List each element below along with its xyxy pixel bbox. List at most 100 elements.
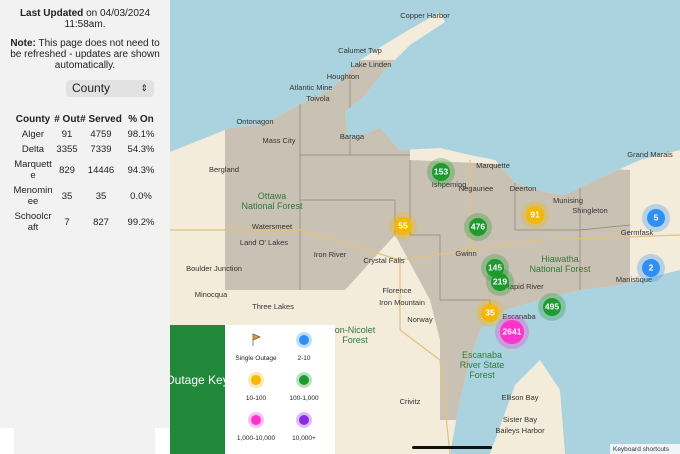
place-label: Escanaba xyxy=(502,312,536,321)
place-label: Deerton xyxy=(510,184,537,193)
legend-label: 2-10 xyxy=(297,355,310,362)
forest-label: on-Nicolet xyxy=(335,325,376,335)
table-cell: 91 xyxy=(61,129,73,140)
label: Last Updated xyxy=(19,8,84,19)
place-label: Sister Bay xyxy=(503,415,537,424)
county-select[interactable]: County ⇕ xyxy=(66,80,154,97)
cluster-marker[interactable] xyxy=(432,163,450,181)
column-header: # Served xyxy=(80,114,122,125)
cluster-count: 2 xyxy=(649,262,654,272)
cluster-marker[interactable] xyxy=(647,209,665,227)
legend-label: 10,000+ xyxy=(292,435,316,442)
note: Note: This page does not need to be refr… xyxy=(6,38,164,71)
place-label: Houghton xyxy=(327,72,360,81)
text: This page does not need to be refreshed … xyxy=(10,38,160,71)
table-cell: Alger xyxy=(21,129,45,140)
place-label: Grand Marais xyxy=(627,150,673,159)
place-label: Minocqua xyxy=(195,290,228,299)
table-cell: 827 xyxy=(93,216,109,228)
place-label: Manistique xyxy=(616,275,652,284)
legend-icon xyxy=(251,375,261,385)
table-row: Marquette 829 14446 94.3% xyxy=(12,157,160,183)
table-cell: 14446 xyxy=(87,164,115,176)
legend-label: 100-1,000 xyxy=(289,395,319,402)
place-label: Crystal Falls xyxy=(363,256,405,265)
table-cell: 829 xyxy=(59,164,75,176)
place-label: Munising xyxy=(553,196,583,205)
place-label: Atlantic Mine xyxy=(290,83,333,92)
select-text: County xyxy=(72,81,111,95)
cluster-count: 145 xyxy=(488,262,502,272)
sidebar: Last Updated on 04/03/2024 11:58am. Note… xyxy=(0,0,170,454)
legend-title: Outage Key xyxy=(170,373,229,387)
forest-label: Hiawatha xyxy=(541,254,579,264)
cluster-count: 219 xyxy=(493,276,507,286)
table-row: Schoolcraft 7 827 99.2% xyxy=(12,209,160,235)
table-row: Alger 91 4759 98.1% xyxy=(12,127,160,142)
label: Note: xyxy=(10,38,36,49)
table-cell: 98.1% xyxy=(127,129,155,140)
forest-label: National Forest xyxy=(241,201,303,211)
cluster-count: 91 xyxy=(530,209,540,219)
place-label: Baraga xyxy=(340,132,365,141)
cluster-marker[interactable] xyxy=(486,259,504,277)
legend-icon xyxy=(299,335,309,345)
last-updated: Last Updated on 04/03/2024 11:58am. xyxy=(6,8,164,30)
table-cell: 3355 xyxy=(56,144,78,155)
table-cell: Schoolcraft xyxy=(14,211,52,233)
cluster-count: 476 xyxy=(471,221,485,231)
cluster-count: 5 xyxy=(654,212,659,222)
cluster-count: 495 xyxy=(545,301,559,311)
place-label: Norway xyxy=(407,315,433,324)
column-header: County xyxy=(15,114,51,125)
legend-panel xyxy=(225,325,335,454)
table-cell: 99.2% xyxy=(127,216,155,228)
table-cell: 94.3% xyxy=(127,164,155,176)
map[interactable]: Copper Harbor Calumet Twp Lake Linden Hough… xyxy=(170,0,680,454)
place-label: Ontonagon xyxy=(236,117,273,126)
cluster-marker[interactable] xyxy=(543,298,561,316)
place-label: Bergland xyxy=(209,165,239,174)
table-cell: 54.3% xyxy=(127,144,155,155)
place-label: Ellison Bay xyxy=(501,393,538,402)
place-label: Boulder Junction xyxy=(186,264,242,273)
place-label: Crivitz xyxy=(400,397,421,406)
place-label: Shingleton xyxy=(572,206,607,215)
legend-header xyxy=(170,325,225,454)
cluster-marker[interactable] xyxy=(481,304,499,322)
legend-label: 1,000-10,000 xyxy=(237,435,276,442)
place-label: Iron Mountain xyxy=(379,298,425,307)
table-cell: 35 xyxy=(95,190,107,202)
legend-icon xyxy=(251,415,261,425)
county-table: County # Out # Served % On Alger 91 4759 98.1% D… xyxy=(12,112,160,235)
text: on 04/03/2024 11:58am. xyxy=(64,8,151,30)
legend-label: 10-100 xyxy=(246,395,267,402)
cluster-marker[interactable] xyxy=(642,259,660,277)
cluster-marker[interactable] xyxy=(469,218,487,236)
place-label: Lake Linden xyxy=(351,60,392,69)
cluster-marker[interactable] xyxy=(491,273,509,291)
cluster-marker[interactable] xyxy=(500,320,524,344)
place-label: Gwinn xyxy=(455,249,476,258)
forest-label: Forest xyxy=(342,335,368,345)
cluster-marker[interactable] xyxy=(526,206,544,224)
legend-label: Single Outage xyxy=(235,355,277,362)
place-label: Three Lakes xyxy=(252,302,294,311)
place-label: Rapid River xyxy=(504,282,544,291)
table-cell: 4759 xyxy=(90,129,112,140)
table-cell: 7339 xyxy=(90,144,112,155)
place-label: Toivola xyxy=(306,94,330,103)
legend-icon xyxy=(299,375,309,385)
forest-label: Ottawa xyxy=(258,191,287,201)
place-label: Calumet Twp xyxy=(338,46,382,55)
place-label: Baileys Harbor xyxy=(495,426,545,435)
cluster-marker[interactable] xyxy=(394,217,412,235)
attribution[interactable]: Keyboard shortcuts xyxy=(613,446,670,453)
table-cell: Menominee xyxy=(13,185,53,207)
place-label: Land O' Lakes xyxy=(240,238,288,247)
place-label: Mass City xyxy=(263,136,296,145)
place-label: Negaunee xyxy=(459,184,494,193)
table-cell: 7 xyxy=(64,216,70,228)
table-cell: Delta xyxy=(21,144,45,155)
